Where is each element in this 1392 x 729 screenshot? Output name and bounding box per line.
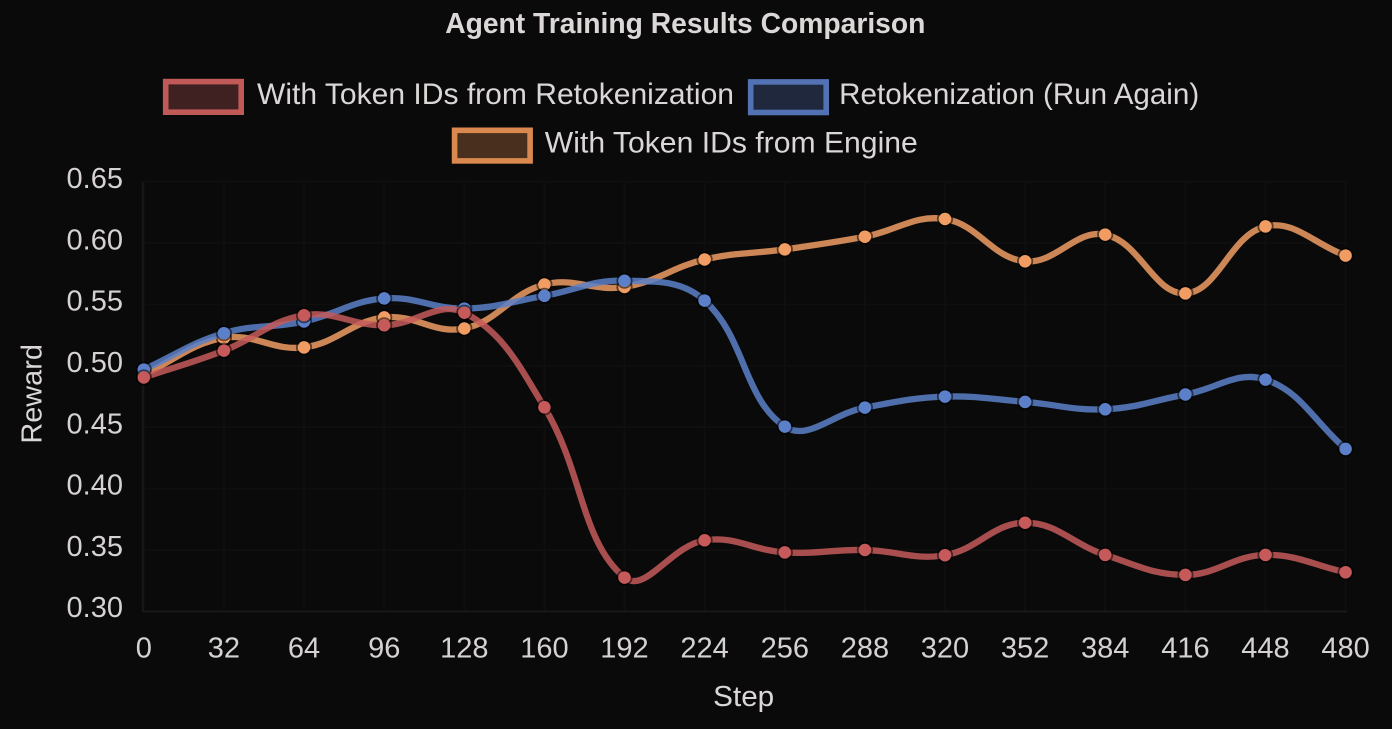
svg-text:320: 320 (921, 632, 969, 664)
svg-text:With Token IDs from Engine: With Token IDs from Engine (545, 127, 918, 160)
svg-text:Step: Step (713, 681, 774, 713)
svg-text:Reward: Reward (17, 344, 49, 444)
svg-text:384: 384 (1081, 632, 1129, 664)
svg-text:With Token IDs from Retokeniza: With Token IDs from Retokenization (257, 78, 734, 111)
svg-text:288: 288 (841, 632, 889, 664)
svg-text:0.60: 0.60 (67, 224, 123, 256)
svg-text:416: 416 (1161, 632, 1209, 664)
svg-text:0.65: 0.65 (67, 163, 123, 195)
svg-text:0.55: 0.55 (67, 286, 123, 318)
svg-text:64: 64 (288, 632, 320, 664)
svg-text:96: 96 (368, 632, 400, 664)
svg-text:448: 448 (1241, 632, 1289, 664)
svg-text:192: 192 (600, 632, 648, 664)
svg-text:256: 256 (761, 632, 809, 664)
svg-text:352: 352 (1001, 632, 1049, 664)
svg-text:Agent Training Results Compari: Agent Training Results Comparison (445, 8, 925, 40)
svg-text:0: 0 (136, 632, 152, 664)
svg-text:0.50: 0.50 (67, 347, 123, 379)
svg-text:480: 480 (1321, 632, 1369, 664)
svg-text:0.40: 0.40 (67, 470, 123, 502)
svg-text:224: 224 (680, 632, 728, 664)
svg-text:160: 160 (520, 632, 568, 664)
svg-text:Retokenization (Run Again): Retokenization (Run Again) (839, 78, 1199, 111)
svg-text:128: 128 (440, 632, 488, 664)
svg-text:32: 32 (208, 632, 240, 664)
svg-text:0.35: 0.35 (67, 531, 123, 563)
svg-text:0.45: 0.45 (67, 408, 123, 440)
svg-text:0.30: 0.30 (67, 592, 123, 624)
